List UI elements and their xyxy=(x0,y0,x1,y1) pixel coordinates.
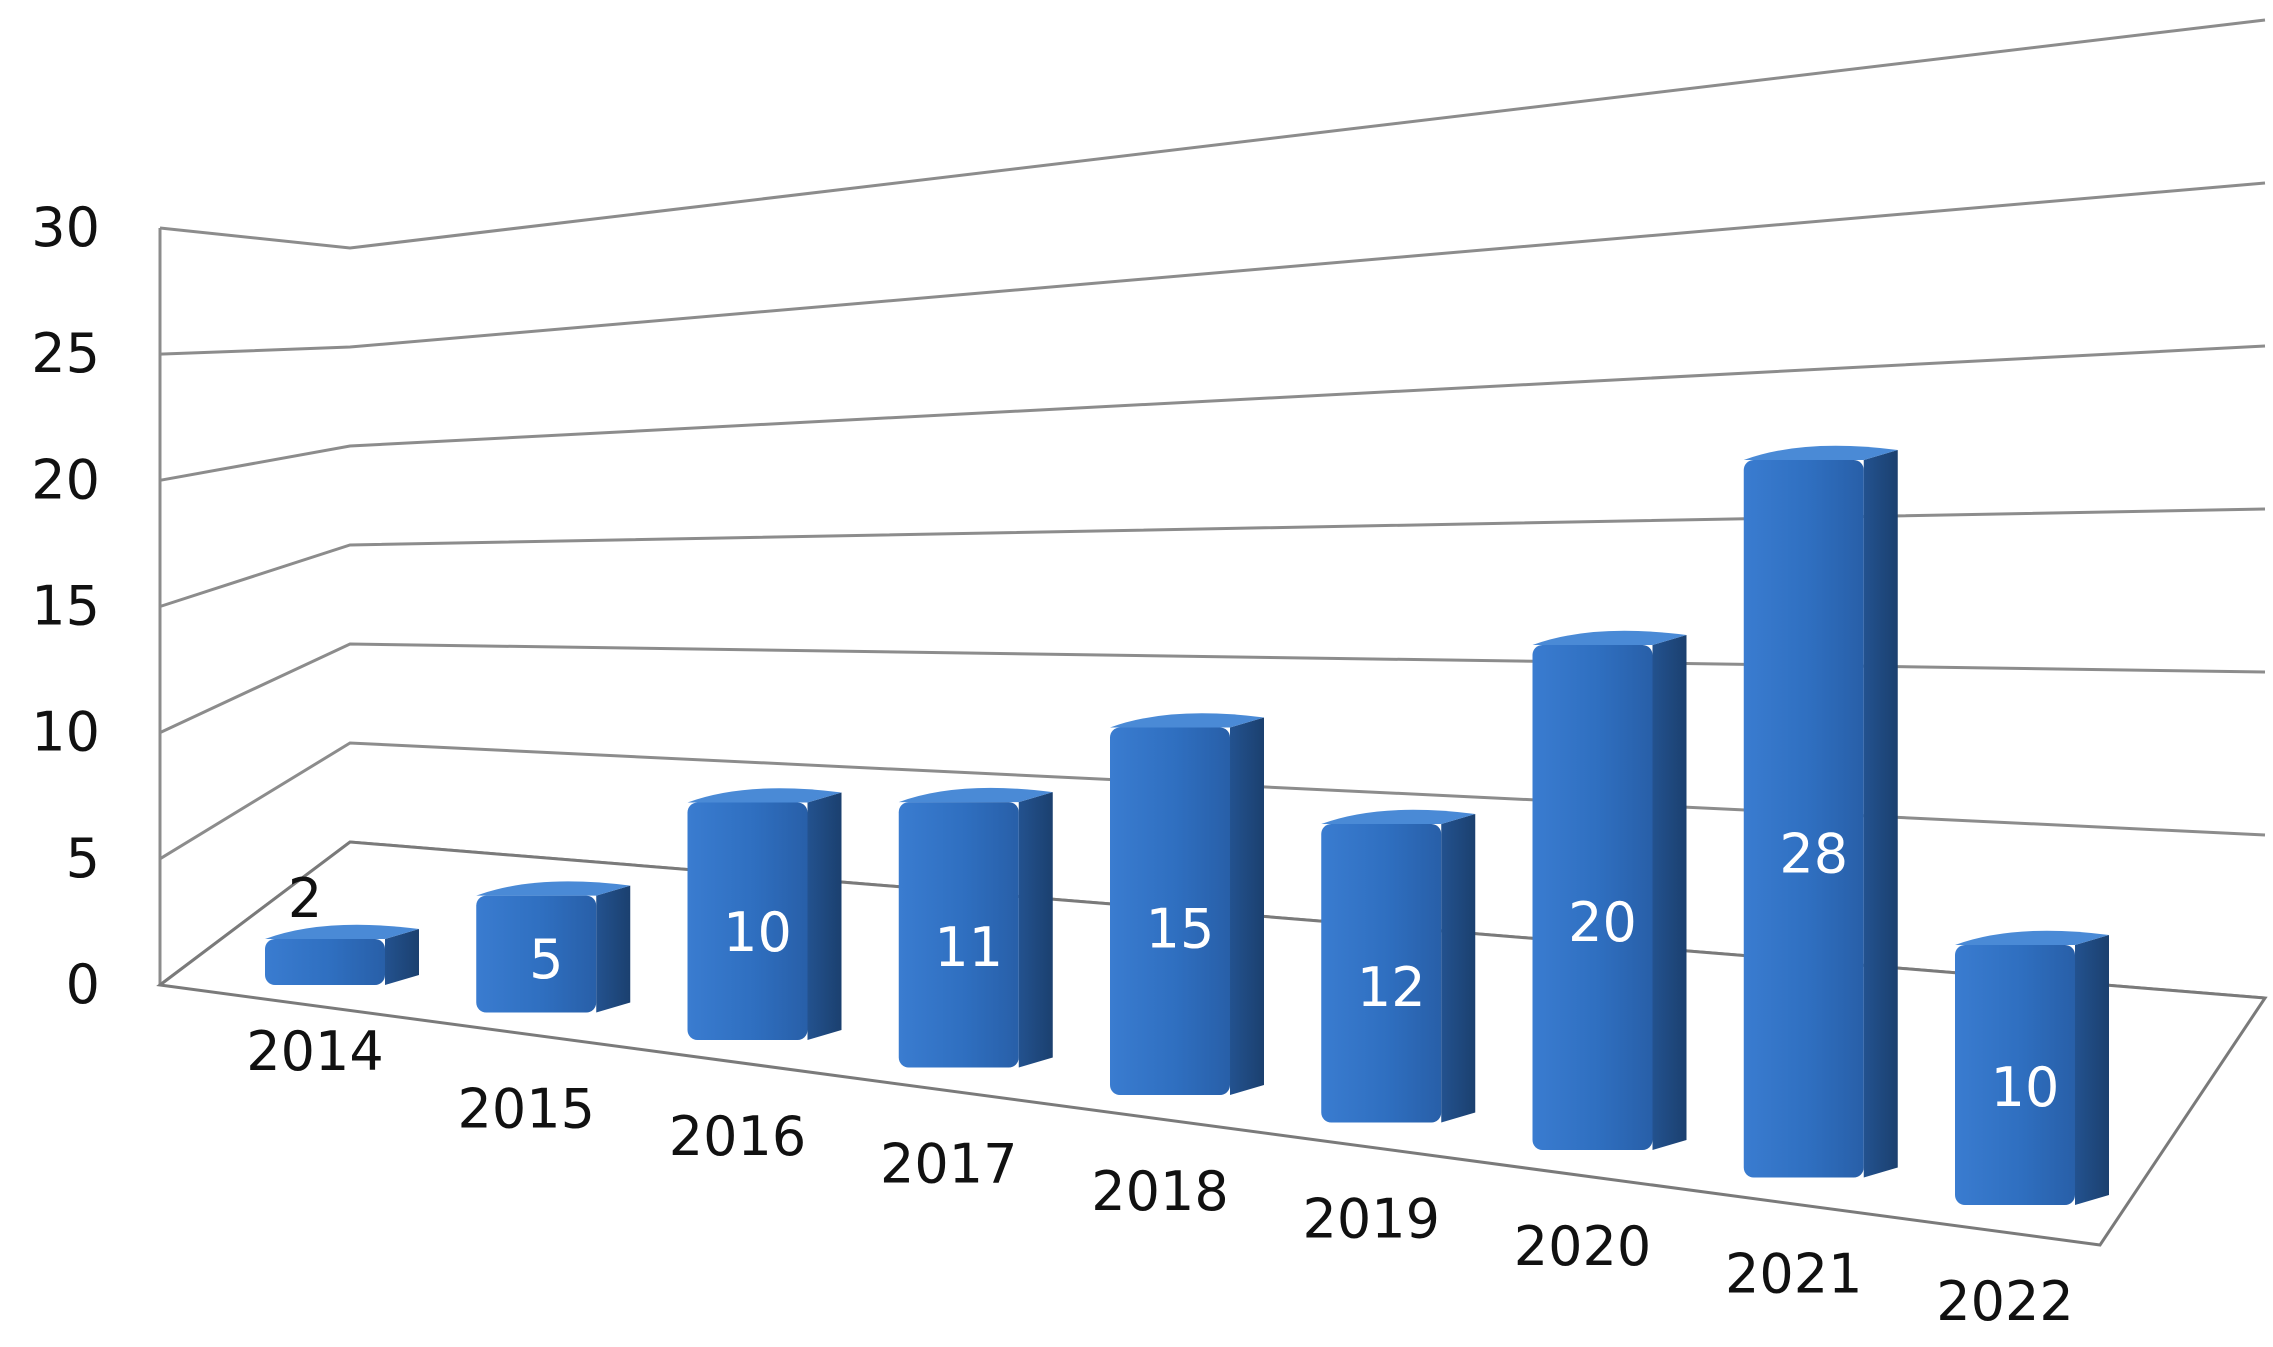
bar-front xyxy=(265,939,385,985)
bar-front xyxy=(1321,824,1442,1123)
bar-top xyxy=(1110,713,1264,728)
x-tick-label: 2015 xyxy=(458,1078,595,1141)
bar-front xyxy=(687,802,808,1040)
data-label: 20 xyxy=(1568,891,1637,954)
y-axis: 0 5 10 15 20 25 30 xyxy=(31,196,100,1016)
x-tick-label: 2014 xyxy=(246,1020,383,1083)
bar xyxy=(1743,445,1898,1178)
bar-top xyxy=(687,788,842,803)
bar xyxy=(898,787,1053,1068)
bar xyxy=(1321,809,1476,1123)
bar xyxy=(1532,630,1687,1150)
bar-side xyxy=(2075,935,2109,1205)
bar-side xyxy=(807,792,842,1040)
y-tick-label: 30 xyxy=(31,196,100,259)
gridline xyxy=(159,181,2266,356)
bar-top xyxy=(476,881,631,896)
bar xyxy=(687,788,842,1040)
bars xyxy=(265,445,2109,1205)
bar-front xyxy=(1743,460,1864,1178)
x-tick-label: 2019 xyxy=(1303,1188,1440,1251)
x-tick-label: 2018 xyxy=(1091,1160,1228,1223)
y-tick-label: 25 xyxy=(31,322,100,385)
bar-side xyxy=(1441,814,1476,1123)
bar-side xyxy=(1018,792,1053,1068)
bar-front xyxy=(898,802,1019,1068)
bar-side xyxy=(385,929,419,985)
y-tick-label: 15 xyxy=(31,575,100,638)
x-tick-label: 2020 xyxy=(1514,1215,1651,1278)
x-tick-label: 2022 xyxy=(1936,1270,2073,1333)
bar-front xyxy=(1110,727,1230,1095)
bar xyxy=(1110,713,1264,1095)
bar-top xyxy=(1955,930,2109,945)
bar xyxy=(265,924,419,985)
bar-side xyxy=(1230,717,1264,1095)
bar xyxy=(1955,930,2109,1205)
bar-side xyxy=(596,885,631,1013)
data-label: 28 xyxy=(1779,823,1848,886)
y-tick-label: 10 xyxy=(31,701,100,764)
bar-top xyxy=(1321,809,1476,824)
data-label: 5 xyxy=(529,928,563,991)
data-labels: 2 5 10 11 15 12 20 28 10 xyxy=(288,823,2060,1119)
data-label: 12 xyxy=(1357,956,1426,1019)
bar-front xyxy=(1532,645,1653,1150)
data-label: 15 xyxy=(1146,898,1215,961)
bar-side xyxy=(1652,635,1687,1150)
x-tick-label: 2016 xyxy=(669,1105,806,1168)
bar xyxy=(476,881,631,1013)
bar-front xyxy=(1955,945,2075,1205)
y-tick-label: 0 xyxy=(66,953,100,1016)
bar-front xyxy=(476,895,597,1013)
y-tick-label: 5 xyxy=(66,827,100,890)
x-axis: 2014 2015 2016 2017 2018 2019 2020 2021 2022 xyxy=(246,1020,2073,1333)
x-tick-label: 2017 xyxy=(880,1133,1017,1196)
bar-top xyxy=(1532,630,1687,645)
bar-top xyxy=(1743,445,1898,460)
bar-side xyxy=(1863,450,1898,1178)
bar-top xyxy=(265,924,419,939)
data-label: 10 xyxy=(723,901,792,964)
gridline xyxy=(159,507,2266,608)
y-tick-label: 20 xyxy=(31,448,100,511)
bar-top xyxy=(898,787,1053,803)
data-label: 11 xyxy=(934,916,1003,979)
x-tick-label: 2021 xyxy=(1725,1243,1862,1306)
data-label: 10 xyxy=(1991,1056,2060,1119)
data-label: 2 xyxy=(288,867,322,930)
gridlines xyxy=(158,18,2266,1000)
gridline xyxy=(159,18,2266,250)
gridline xyxy=(159,344,2266,482)
